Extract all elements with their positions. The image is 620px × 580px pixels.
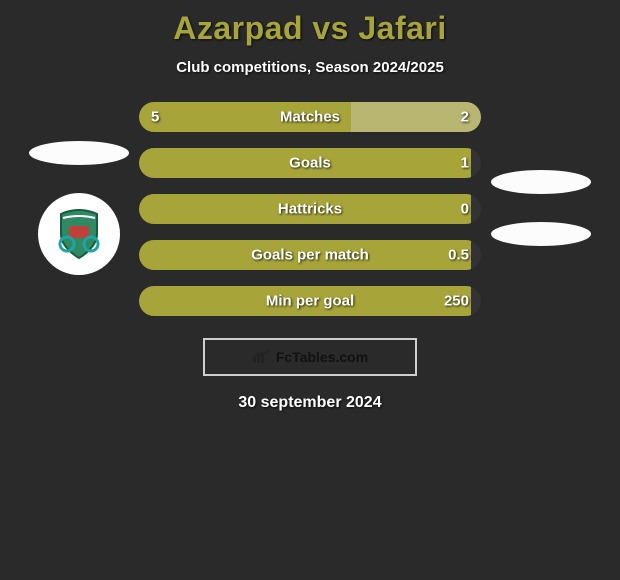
chart-row: Matches 5 2 Goals 1 Hattricks 0 Goals per match… (0, 100, 620, 316)
right-player-avatar-placeholder (491, 170, 591, 194)
bar-value-right: 0.5 (448, 247, 469, 264)
bar-value-right: 0 (461, 201, 469, 218)
stat-bar: Matches 5 2 (139, 102, 481, 132)
source-label: FcTables.com (276, 349, 368, 365)
bar-right-segment (471, 286, 481, 316)
page-title: Azarpad vs Jafari (173, 10, 447, 47)
left-club-logo (38, 193, 120, 275)
right-player-column (481, 170, 601, 246)
bar-label: Goals per match (251, 247, 369, 264)
date-label: 30 september 2024 (238, 394, 381, 412)
stat-bar: Hattricks 0 (139, 194, 481, 224)
right-club-logo-placeholder (491, 222, 591, 246)
bar-label: Hattricks (278, 201, 342, 218)
left-player-column (19, 141, 139, 275)
bar-label: Min per goal (266, 293, 354, 310)
subtitle: Club competitions, Season 2024/2025 (176, 59, 444, 76)
bar-value-right: 1 (461, 155, 469, 172)
bar-right-segment (471, 194, 481, 224)
left-player-avatar-placeholder (29, 141, 129, 165)
stat-bar: Goals per match 0.5 (139, 240, 481, 270)
bar-right-segment (471, 148, 481, 178)
bar-right-segment (471, 240, 481, 270)
bars-area: Matches 5 2 Goals 1 Hattricks 0 Goals per match… (139, 102, 481, 316)
bar-label: Goals (289, 155, 331, 172)
club-crest-icon (49, 204, 109, 264)
stat-bar: Goals 1 (139, 148, 481, 178)
bar-label: Matches (280, 109, 340, 126)
source-badge: FcTables.com (203, 338, 417, 376)
bar-value-left: 5 (151, 109, 159, 126)
bar-value-right: 250 (444, 293, 469, 310)
stat-bar: Min per goal 250 (139, 286, 481, 316)
comparison-infographic: Azarpad vs Jafari Club competitions, Sea… (0, 0, 620, 580)
chart-icon (252, 350, 270, 364)
bar-value-right: 2 (461, 109, 469, 126)
